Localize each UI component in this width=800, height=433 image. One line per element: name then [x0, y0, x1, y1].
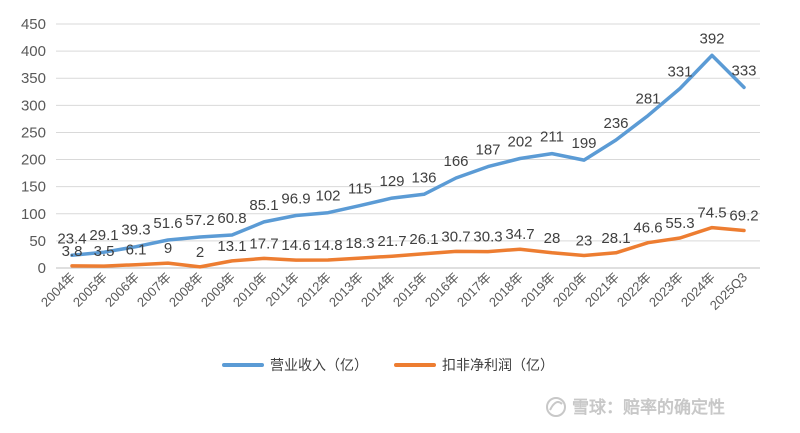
x-tick-label: 2021年: [582, 270, 622, 310]
y-tick-label: 150: [21, 179, 46, 196]
data-label-net-profit: 3.5: [94, 243, 115, 260]
x-tick-label: 2022年: [614, 270, 654, 310]
watermark: 雪球：赔率的确定性: [546, 397, 725, 418]
data-label-net-profit: 26.1: [409, 231, 438, 248]
y-tick-label: 50: [29, 233, 46, 250]
data-label-net-profit: 17.7: [249, 235, 278, 252]
y-tick-label: 450: [21, 16, 46, 33]
data-label-revenue: 166: [443, 153, 468, 170]
data-label-net-profit: 2: [196, 244, 204, 261]
data-label-revenue: 60.8: [217, 210, 246, 227]
data-label-net-profit: 9: [164, 240, 172, 257]
data-label-revenue: 236: [603, 115, 628, 132]
data-label-net-profit: 6.1: [126, 242, 147, 259]
data-label-net-profit: 46.6: [633, 220, 662, 237]
data-label-net-profit: 28: [544, 230, 561, 247]
legend: 营业收入（亿） 扣非净利润（亿）: [222, 358, 554, 374]
data-label-revenue: 57.2: [185, 212, 214, 229]
data-label-revenue: 187: [475, 142, 500, 159]
data-label-revenue: 51.6: [153, 215, 182, 232]
series-line-net-profit: [70, 225, 746, 269]
data-label-revenue: 102: [315, 188, 340, 205]
legend-label-revenue: 营业收入（亿）: [270, 358, 368, 374]
x-tick-label: 2011年: [263, 270, 303, 310]
data-label-net-profit: 21.7: [377, 233, 406, 250]
x-tick-label: 2008年: [166, 270, 206, 310]
data-label-net-profit: 74.5: [697, 205, 726, 222]
data-label-revenue: 96.9: [281, 190, 310, 207]
x-tick-label: 2016年: [422, 270, 462, 310]
data-label-revenue: 331: [667, 64, 692, 81]
y-tick-label: 0: [38, 260, 46, 277]
data-label-revenue: 29.1: [89, 227, 118, 244]
data-label-revenue: 281: [635, 91, 660, 108]
x-tick-label: 2005年: [70, 270, 110, 310]
data-label-net-profit: 30.3: [473, 229, 502, 246]
snowball-logo-icon: [546, 397, 566, 417]
x-tick-label: 2010年: [230, 270, 270, 310]
x-tick-label: 2007年: [134, 270, 174, 310]
data-label-revenue: 333: [731, 62, 756, 79]
data-label-net-profit: 69.2: [729, 207, 758, 224]
data-label-net-profit: 14.6: [281, 237, 310, 254]
data-label-revenue: 85.1: [249, 197, 278, 214]
data-label-net-profit: 34.7: [505, 226, 534, 243]
data-label-net-profit: 3.8: [62, 243, 83, 260]
x-tick-label: 2019年: [518, 270, 558, 310]
series-lines: [70, 53, 746, 269]
data-label-revenue: 39.3: [121, 222, 150, 239]
data-label-net-profit: 55.3: [665, 215, 694, 232]
data-label-net-profit: 30.7: [441, 228, 470, 245]
x-tick-label: 2017年: [454, 270, 494, 310]
y-tick-label: 200: [21, 152, 46, 169]
y-tick-label: 400: [21, 43, 46, 60]
axes: 0501001502002503003504004502004年2005年200…: [21, 16, 760, 313]
y-tick-label: 300: [21, 97, 46, 114]
x-tick-label: 2012年: [294, 270, 334, 310]
y-tick-label: 250: [21, 124, 46, 141]
legend-label-net-profit: 扣非净利润（亿）: [442, 358, 554, 374]
data-label-revenue: 202: [507, 133, 532, 150]
x-tick-label: 2009年: [198, 270, 238, 310]
data-label-net-profit: 28.1: [601, 230, 630, 247]
y-tick-label: 350: [21, 70, 46, 87]
y-tick-label: 100: [21, 206, 46, 223]
data-label-net-profit: 13.1: [217, 238, 246, 255]
data-labels: 23.4 29.1 39.3 51.6 57.2 60.885.1 96.9 102 115 12…: [57, 30, 758, 260]
data-label-revenue: 129: [379, 173, 404, 190]
x-tick-label: 2023年: [646, 270, 686, 310]
data-label-revenue: 136: [411, 169, 436, 186]
x-tick-label: 2020年: [550, 270, 590, 310]
x-tick-label: 2018年: [486, 270, 526, 310]
x-tick-label: 2014年: [358, 270, 398, 310]
x-tick-label: 2015年: [390, 270, 430, 310]
watermark-text: 雪球：赔率的确定性: [572, 397, 725, 418]
x-tick-label: 2006年: [102, 270, 142, 310]
x-tick-label: 2013年: [326, 270, 366, 310]
data-label-revenue: 199: [571, 135, 596, 152]
data-label-revenue: 392: [699, 30, 724, 47]
data-label-revenue: 115: [348, 181, 372, 198]
data-label-net-profit: 18.3: [345, 235, 374, 252]
data-label-net-profit: 23: [576, 233, 593, 250]
series-line-revenue: [70, 53, 746, 258]
data-label-revenue: 23.4: [57, 230, 86, 247]
data-label-net-profit: 14.8: [313, 237, 342, 254]
data-label-revenue: 211: [540, 129, 564, 146]
